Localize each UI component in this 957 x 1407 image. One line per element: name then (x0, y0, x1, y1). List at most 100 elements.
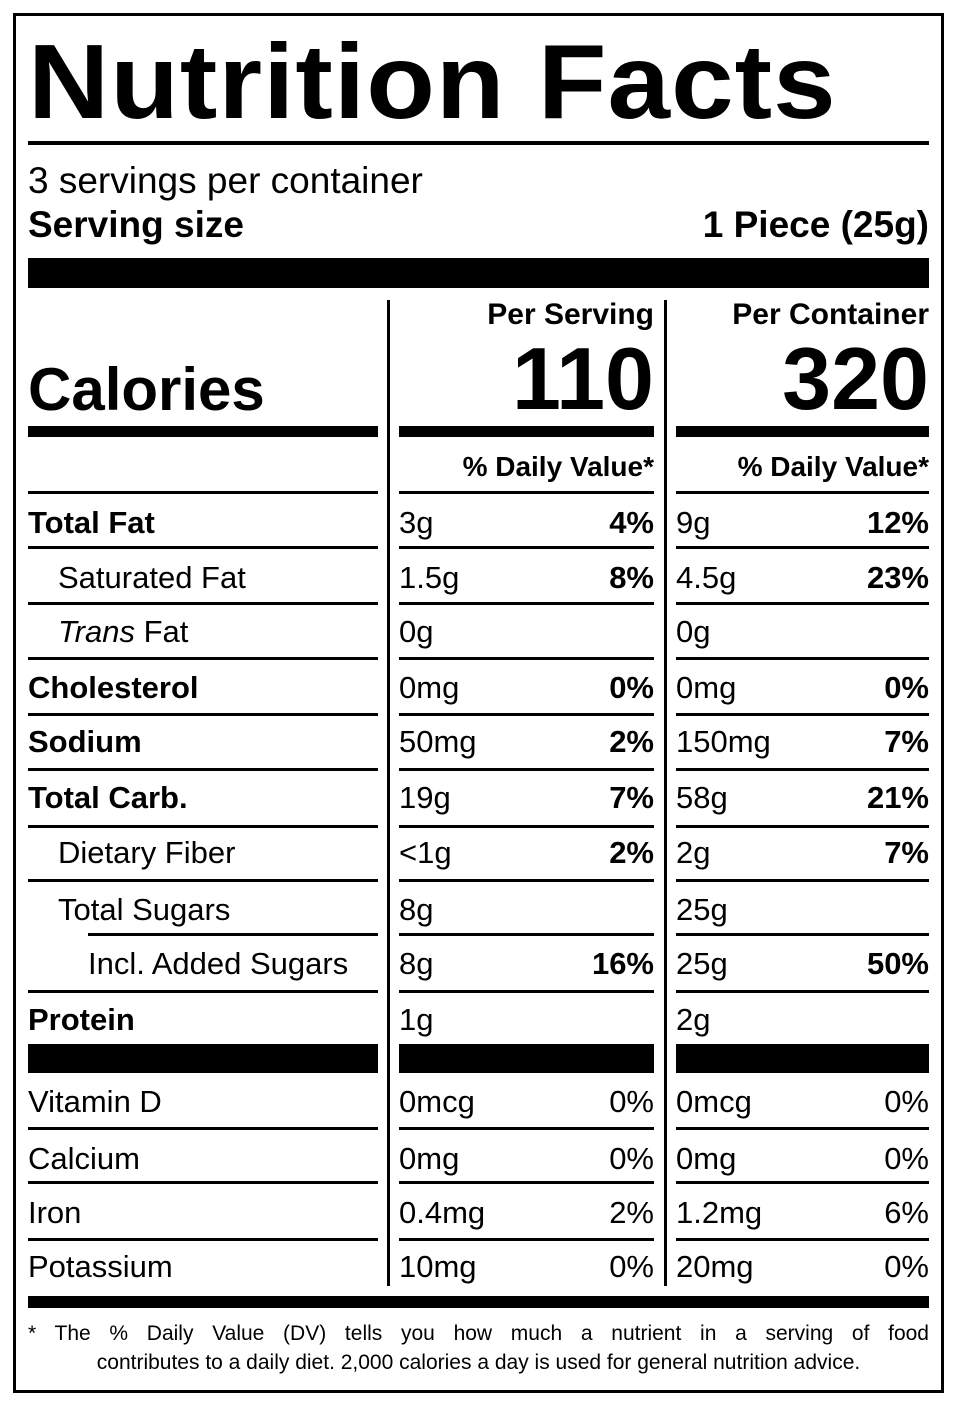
vitamin-serving-amount: 0mg (399, 1141, 460, 1176)
vitamin-container-dv: 0% (884, 1249, 929, 1284)
row-divider (28, 879, 378, 882)
row-divider (28, 1127, 378, 1130)
container-amount: 0mg (676, 670, 737, 705)
row-divider (28, 546, 378, 549)
row-divider (676, 1238, 929, 1241)
serving-dv: 2% (609, 835, 654, 870)
serving-amount: 3g (399, 505, 434, 540)
container-dv: 7% (884, 724, 929, 759)
vitamin-container-dv: 0% (884, 1084, 929, 1119)
dv-header-serving: % Daily Value* (462, 451, 654, 482)
column-divider-2 (664, 300, 667, 1286)
vitamin-serving-dv: 0% (609, 1141, 654, 1176)
row-divider (399, 1181, 654, 1184)
container-dv: 50% (866, 946, 929, 981)
vitamin-bar-col3 (676, 1044, 929, 1073)
vitamin-name: Iron (28, 1195, 82, 1230)
nutrient-name: Saturated Fat (58, 560, 246, 595)
calories-per-serving: 110 (512, 329, 654, 428)
title-divider (28, 141, 929, 145)
serving-amount: 1g (399, 1002, 434, 1037)
label-title: Nutrition Facts (28, 23, 837, 141)
vitamin-bar-col2 (399, 1044, 654, 1073)
vitamin-container-amount: 0mg (676, 1141, 737, 1176)
label-frame (13, 13, 944, 1393)
column-divider-1 (387, 300, 390, 1286)
row-divider (676, 990, 929, 993)
calories-label: Calories (28, 356, 265, 423)
servings-per-container: 3 servings per container (28, 160, 423, 201)
footnote-thick-bar (28, 1296, 929, 1308)
vitamin-container-amount: 20mg (676, 1249, 754, 1284)
serving-dv: 8% (609, 560, 654, 595)
vitamin-container-amount: 0mcg (676, 1084, 752, 1119)
row-divider (399, 602, 654, 605)
serving-amount: <1g (399, 835, 452, 870)
serving-dv: 0% (609, 670, 654, 705)
row-divider (28, 602, 378, 605)
row-divider (399, 879, 654, 882)
serving-size-label: Serving size (28, 204, 244, 245)
container-amount: 25g (676, 892, 728, 927)
row-divider (676, 657, 929, 660)
row-divider (28, 768, 378, 771)
row-divider (399, 768, 654, 771)
vitamin-name: Potassium (28, 1249, 173, 1284)
row-divider (28, 1181, 378, 1184)
container-amount: 25g (676, 946, 728, 981)
vitamin-bar-col1 (28, 1044, 378, 1073)
serving-amount: 8g (399, 946, 434, 981)
serving-amount: 50mg (399, 724, 477, 759)
calories-bar-col2 (399, 426, 654, 437)
vitamin-name: Vitamin D (28, 1084, 162, 1119)
row-divider (88, 933, 378, 936)
serving-thick-bar (28, 258, 929, 288)
nutrient-name: Incl. Added Sugars (88, 946, 349, 981)
container-dv: 21% (866, 780, 929, 815)
vitamin-serving-amount: 10mg (399, 1249, 477, 1284)
row-divider (399, 1238, 654, 1241)
serving-size-value: 1 Piece (25g) (702, 204, 929, 245)
nutrient-name-rest: Fat (134, 614, 189, 649)
footnote-line-2: contributes to a daily diet. 2,000 calor… (96, 1351, 861, 1374)
nutrient-name: Total Fat (28, 505, 155, 540)
nutrient-name: Protein (28, 1002, 135, 1037)
nutrient-name: Dietary Fiber (58, 835, 236, 870)
row-divider (28, 713, 378, 716)
row-divider (676, 713, 929, 716)
row-divider (676, 546, 929, 549)
nutrient-name: Cholesterol (28, 670, 199, 705)
row-divider (399, 657, 654, 660)
dv-line-col3 (676, 491, 929, 494)
row-divider (28, 825, 378, 828)
vitamin-serving-amount: 0.4mg (399, 1195, 486, 1230)
row-divider (399, 713, 654, 716)
row-divider (676, 1127, 929, 1130)
row-divider (399, 1127, 654, 1130)
row-divider (676, 1181, 929, 1184)
row-divider (399, 990, 654, 993)
nutrient-name: Total Carb. (28, 780, 188, 815)
container-dv: 23% (866, 560, 929, 595)
nutrient-name: Sodium (28, 724, 142, 759)
nutrient-name: Trans Fat (58, 614, 188, 650)
vitamin-serving-dv: 0% (609, 1249, 654, 1284)
nutrient-name: Total Sugars (58, 892, 231, 927)
serving-amount: 0mg (399, 670, 460, 705)
calories-per-container: 320 (782, 329, 929, 428)
vitamin-serving-dv: 0% (609, 1084, 654, 1119)
container-amount: 9g (676, 505, 711, 540)
container-dv: 7% (884, 835, 929, 870)
vitamin-container-dv: 6% (884, 1195, 929, 1230)
nutrient-name-italic: Trans (58, 614, 135, 649)
row-divider (676, 602, 929, 605)
calories-bar-col3 (676, 426, 929, 437)
dv-line-col1 (28, 491, 378, 494)
container-amount: 2g (676, 835, 711, 870)
row-divider (676, 879, 929, 882)
vitamin-serving-dv: 2% (609, 1195, 654, 1230)
row-divider (676, 933, 929, 936)
row-divider (399, 546, 654, 549)
row-divider (28, 1238, 378, 1241)
vitamin-container-amount: 1.2mg (676, 1195, 763, 1230)
